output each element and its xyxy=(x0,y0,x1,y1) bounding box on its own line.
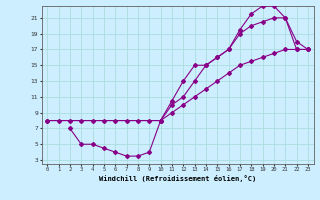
X-axis label: Windchill (Refroidissement éolien,°C): Windchill (Refroidissement éolien,°C) xyxy=(99,175,256,182)
